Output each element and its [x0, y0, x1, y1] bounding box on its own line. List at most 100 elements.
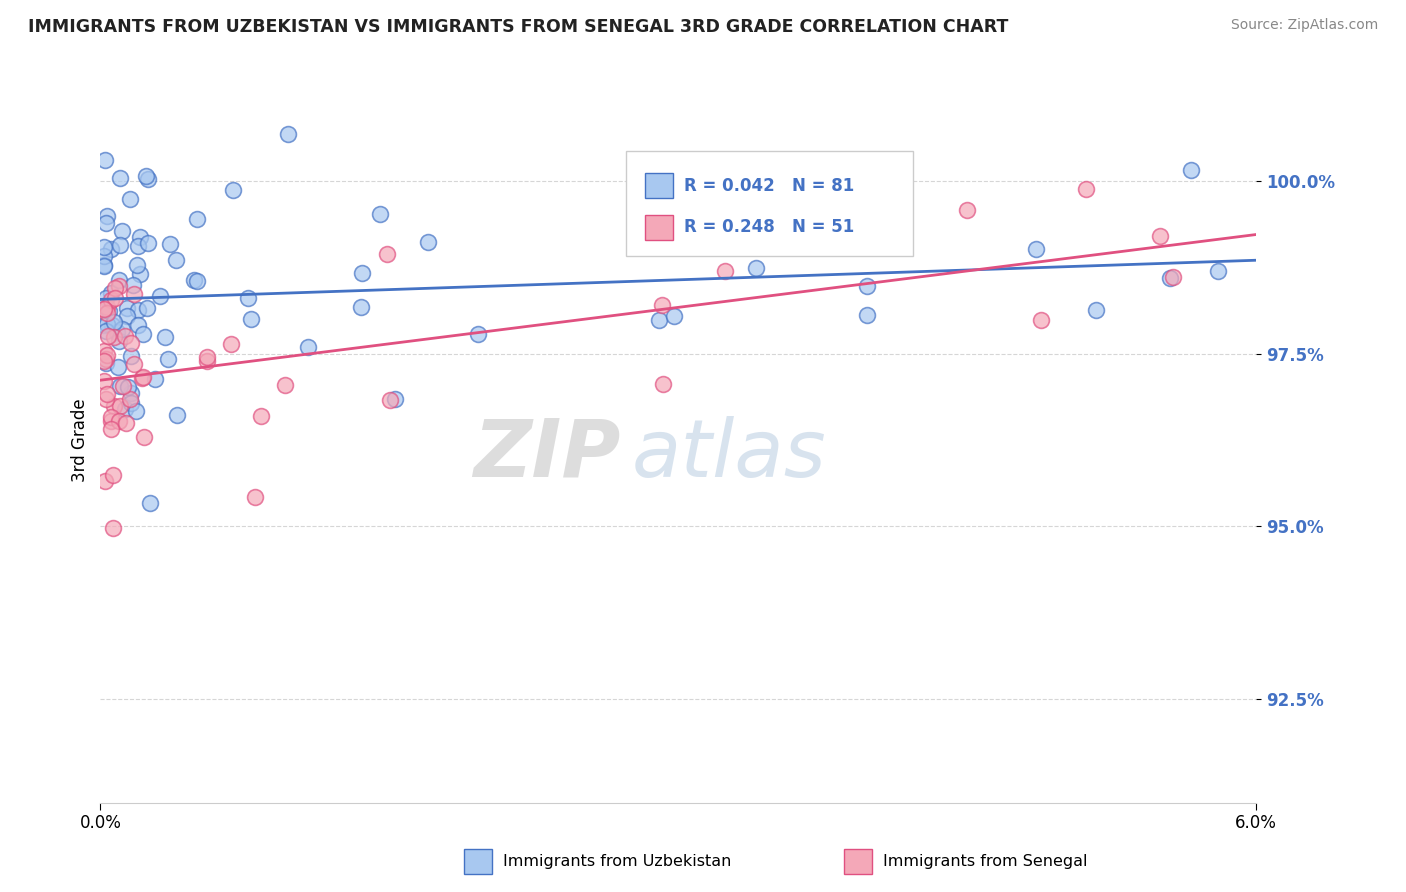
- Point: [100, 293, 122, 307]
- Point: [124, 358, 146, 372]
- Point: [856, 278, 879, 293]
- Point: [100, 242, 122, 256]
- Point: [96, 300, 118, 314]
- Point: [165, 253, 187, 268]
- Point: [155, 330, 177, 344]
- Point: [131, 326, 153, 341]
- Text: R = 0.248   N = 51: R = 0.248 N = 51: [685, 219, 855, 236]
- Y-axis label: 3rd Grade: 3rd Grade: [72, 398, 89, 482]
- Point: [195, 350, 218, 364]
- Point: [1031, 312, 1053, 326]
- Point: [111, 322, 134, 336]
- Point: [96, 356, 118, 370]
- Point: [222, 183, 245, 197]
- Point: [1206, 264, 1229, 278]
- Point: [652, 376, 675, 391]
- Point: [93, 318, 115, 332]
- Point: [94, 216, 117, 230]
- Point: [108, 279, 131, 293]
- Point: [132, 430, 155, 444]
- Point: [122, 278, 145, 293]
- Point: [97, 329, 120, 343]
- Point: [1085, 303, 1108, 318]
- Point: [197, 353, 219, 368]
- Point: [115, 301, 138, 315]
- Point: [1161, 270, 1184, 285]
- Point: [117, 380, 139, 394]
- Point: [96, 209, 118, 223]
- Point: [96, 351, 118, 366]
- Point: [96, 317, 118, 331]
- Point: [107, 359, 129, 374]
- Point: [103, 329, 125, 343]
- Point: [120, 395, 142, 409]
- Point: [156, 351, 179, 366]
- Point: [93, 353, 115, 368]
- Point: [100, 409, 122, 424]
- Point: [115, 309, 138, 323]
- Point: [277, 127, 299, 141]
- Point: [863, 235, 886, 249]
- Point: [94, 324, 117, 338]
- Point: [120, 392, 142, 407]
- Point: [103, 399, 125, 413]
- Point: [1076, 182, 1098, 196]
- Point: [297, 340, 319, 354]
- Point: [103, 315, 125, 329]
- Point: [249, 409, 271, 424]
- Point: [100, 318, 122, 332]
- Point: [274, 377, 297, 392]
- Point: [96, 386, 118, 401]
- Point: [713, 263, 735, 277]
- Point: [94, 291, 117, 305]
- Point: [183, 273, 205, 287]
- Point: [125, 258, 148, 272]
- Point: [1159, 270, 1181, 285]
- Point: [93, 344, 115, 359]
- Point: [238, 291, 260, 305]
- Point: [159, 236, 181, 251]
- Point: [375, 246, 398, 260]
- Text: Immigrants from Uzbekistan: Immigrants from Uzbekistan: [503, 855, 731, 869]
- Point: [149, 289, 172, 303]
- Point: [93, 259, 115, 273]
- Point: [239, 311, 262, 326]
- Point: [856, 308, 879, 322]
- Point: [135, 169, 157, 183]
- Point: [111, 224, 134, 238]
- Text: Immigrants from Senegal: Immigrants from Senegal: [883, 855, 1087, 869]
- Point: [111, 379, 134, 393]
- Point: [1149, 229, 1171, 244]
- Point: [93, 301, 115, 316]
- Point: [186, 211, 208, 226]
- Point: [105, 325, 128, 339]
- Point: [104, 291, 127, 305]
- Point: [120, 349, 142, 363]
- Point: [186, 274, 208, 288]
- Text: R = 0.042   N = 81: R = 0.042 N = 81: [685, 177, 855, 194]
- Point: [166, 408, 188, 422]
- Point: [352, 266, 374, 280]
- Point: [100, 414, 122, 428]
- Point: [384, 392, 406, 407]
- Point: [110, 379, 132, 393]
- Point: [108, 237, 131, 252]
- Point: [93, 299, 115, 313]
- Point: [100, 286, 122, 301]
- Text: Source: ZipAtlas.com: Source: ZipAtlas.com: [1230, 18, 1378, 32]
- Point: [416, 235, 439, 249]
- Point: [127, 303, 149, 318]
- Point: [107, 334, 129, 348]
- Point: [378, 392, 401, 407]
- Point: [127, 318, 149, 332]
- Point: [96, 348, 118, 362]
- Point: [93, 375, 115, 389]
- Point: [143, 372, 166, 386]
- Point: [135, 301, 157, 316]
- Point: [104, 281, 127, 295]
- Point: [127, 238, 149, 252]
- Point: [650, 298, 672, 312]
- Point: [94, 474, 117, 488]
- Point: [138, 235, 160, 250]
- Point: [745, 261, 768, 276]
